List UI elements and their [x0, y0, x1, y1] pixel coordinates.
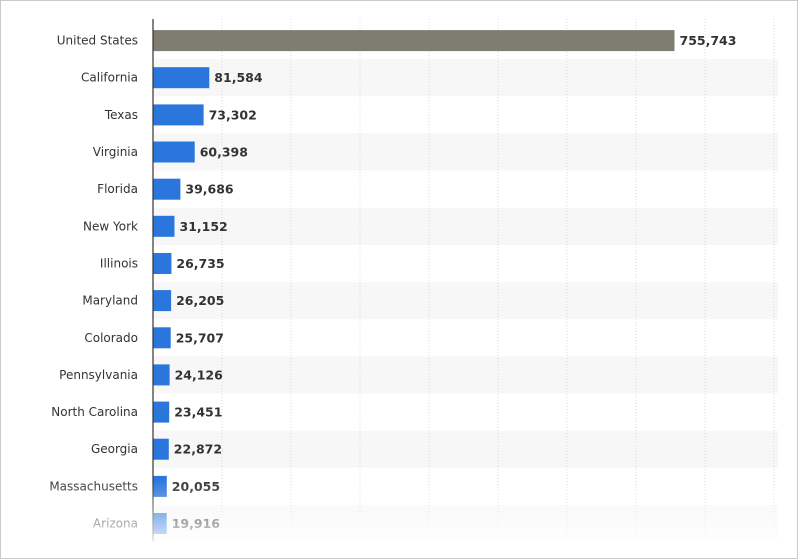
- category-label: Texas: [104, 108, 138, 122]
- category-label: Maryland: [82, 294, 138, 308]
- bar: [153, 475, 167, 497]
- category-label: North Carolina: [51, 405, 138, 419]
- category-label: Arizona: [93, 517, 138, 531]
- category-label: Georgia: [91, 442, 138, 456]
- category-label: Colorado: [84, 331, 138, 345]
- value-label: 39,686: [185, 182, 234, 197]
- bar: [153, 327, 171, 349]
- bar: [153, 141, 195, 163]
- value-label: 19,916: [172, 516, 221, 531]
- value-label: 26,735: [176, 256, 224, 271]
- bar: [153, 104, 204, 126]
- row-band: [153, 504, 778, 542]
- value-label: 755,743: [680, 33, 737, 48]
- category-label: Pennsylvania: [59, 368, 138, 382]
- value-label: 20,055: [172, 479, 220, 494]
- bar: [153, 178, 181, 200]
- bar: [153, 401, 170, 423]
- value-label: 22,872: [174, 442, 222, 457]
- row-band: [153, 282, 778, 320]
- row-band: [153, 430, 778, 468]
- bar: [153, 253, 172, 274]
- row-band: [153, 207, 778, 245]
- value-label: 23,451: [174, 405, 222, 420]
- value-label: 73,302: [209, 107, 257, 122]
- category-label: Florida: [97, 182, 138, 196]
- value-label: 25,707: [176, 330, 224, 345]
- bar: [153, 215, 175, 237]
- bar: [153, 67, 210, 89]
- row-band: [153, 133, 778, 171]
- value-label: 24,126: [175, 367, 224, 382]
- bar: [153, 364, 170, 386]
- value-label: 31,152: [180, 219, 228, 234]
- category-label: Illinois: [100, 257, 138, 271]
- category-label: United States: [57, 34, 138, 48]
- category-label: Virginia: [93, 145, 138, 159]
- value-label: 26,205: [176, 293, 224, 308]
- category-label: California: [81, 71, 138, 85]
- row-band: [153, 59, 778, 97]
- row-band: [153, 356, 778, 394]
- row-bands: [153, 59, 778, 542]
- value-label: 60,398: [200, 145, 248, 160]
- bar: [153, 290, 172, 312]
- category-label: New York: [83, 219, 138, 233]
- bar: [153, 438, 169, 460]
- bar: [153, 30, 675, 52]
- bar: [153, 513, 167, 534]
- gridlines: [221, 19, 775, 541]
- value-label: 81,584: [214, 70, 263, 85]
- category-label: Massachusetts: [49, 479, 138, 493]
- category-labels: United States California Texas Virginia Flor…: [49, 34, 138, 531]
